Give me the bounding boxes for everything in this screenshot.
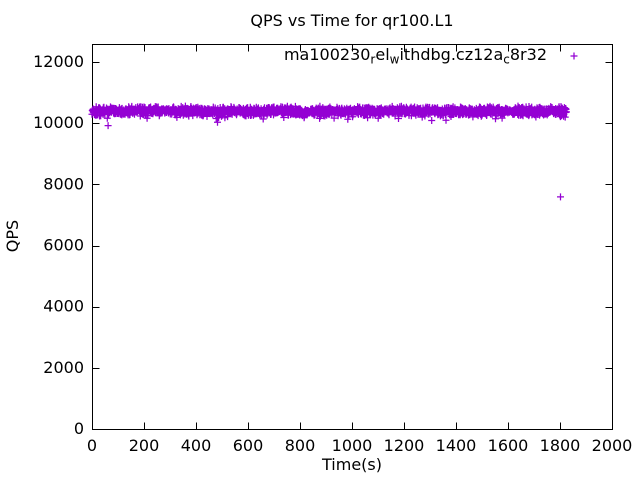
y-tick-label: 4000 xyxy=(43,297,84,316)
y-tick-label: 2000 xyxy=(43,358,84,377)
x-tick-label: 400 xyxy=(181,436,212,455)
x-tick-label: 2000 xyxy=(592,436,633,455)
x-tick-label: 1600 xyxy=(488,436,529,455)
data-points xyxy=(88,102,570,201)
legend: ma100230relwithdbg.cz12ac8r32 xyxy=(284,45,578,67)
x-tick-label: 0 xyxy=(87,436,97,455)
axis-ticks xyxy=(92,44,613,430)
x-tick-label: 200 xyxy=(129,436,160,455)
x-axis-label: Time(s) xyxy=(321,455,382,474)
x-tick-label: 1200 xyxy=(384,436,425,455)
y-tick-label: 0 xyxy=(74,419,84,438)
y-tick-label: 12000 xyxy=(33,52,84,71)
y-tick-label: 6000 xyxy=(43,236,84,255)
x-tick-label: 1400 xyxy=(436,436,477,455)
qps-band-markers xyxy=(88,102,570,126)
y-tick-label: 10000 xyxy=(33,113,84,132)
legend-series-label: ma100230relwithdbg.cz12ac8r32 xyxy=(284,45,547,67)
x-tick-label: 800 xyxy=(285,436,316,455)
x-tick-label: 1000 xyxy=(332,436,373,455)
y-tick-label: 8000 xyxy=(43,174,84,193)
plot-frame xyxy=(92,44,613,430)
x-tick-labels: 0 200 400 600 800 1000 1200 1400 1600 1800 2000 xyxy=(87,436,632,455)
x-tick-label: 600 xyxy=(233,436,264,455)
chart-title: QPS vs Time for qr100.L1 xyxy=(250,11,453,30)
qps-outlier-markers xyxy=(104,122,564,201)
y-axis-label: QPS xyxy=(3,220,22,252)
legend-marker-plus-icon xyxy=(570,52,578,60)
x-tick-label: 1800 xyxy=(540,436,581,455)
y-tick-labels: 0 2000 4000 6000 8000 10000 12000 xyxy=(33,52,84,438)
